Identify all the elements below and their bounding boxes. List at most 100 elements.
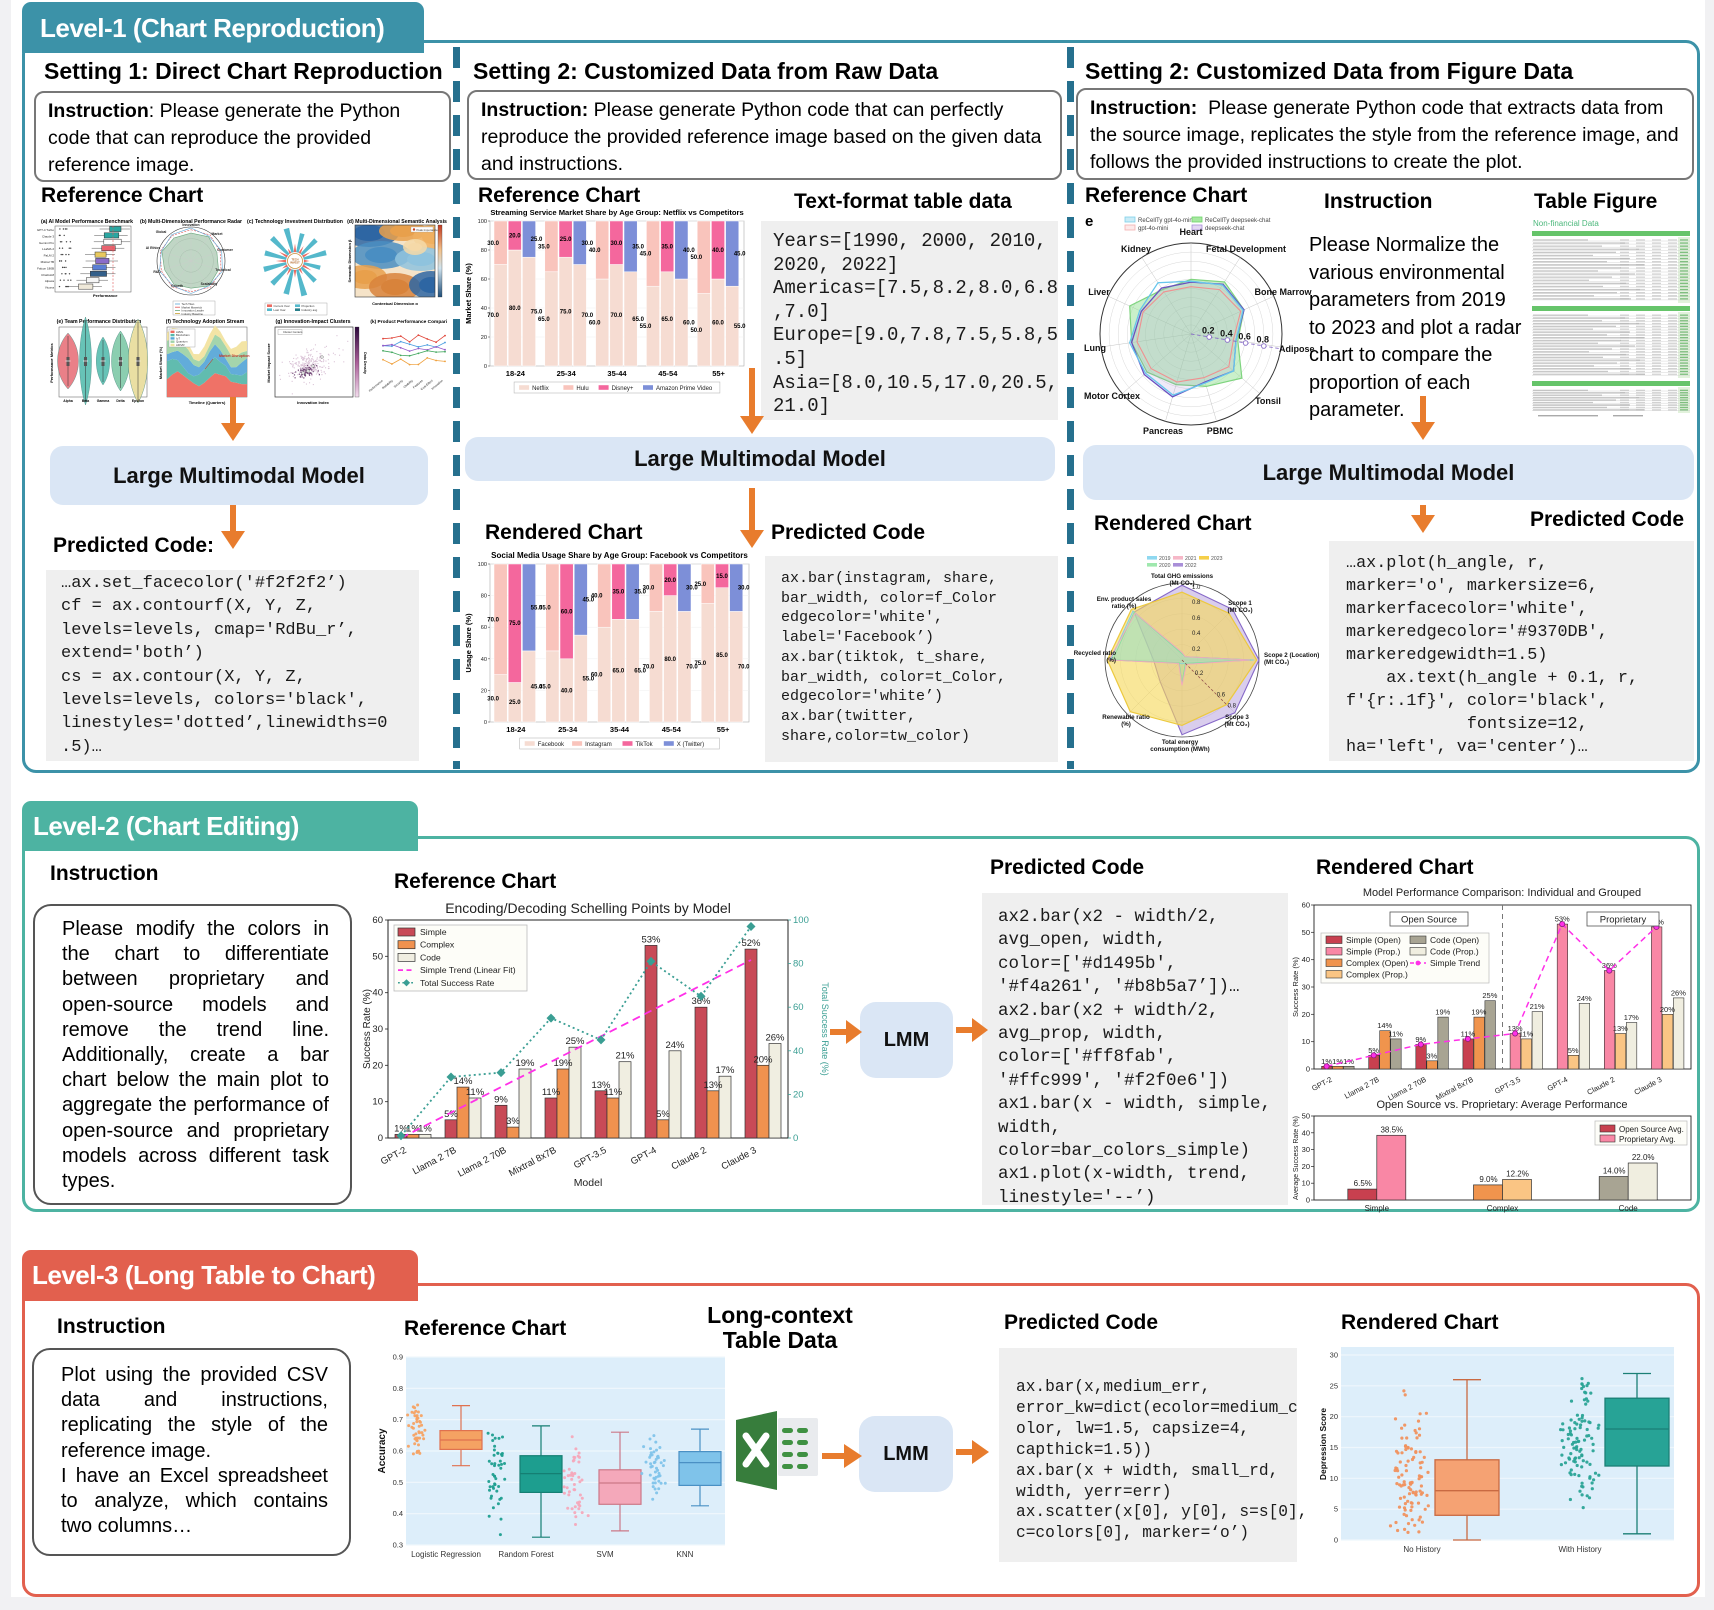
svg-text:1%: 1%: [418, 1123, 432, 1134]
svg-text:Llama 2 7B: Llama 2 7B: [1343, 1075, 1381, 1101]
svg-text:Facebook: Facebook: [538, 742, 565, 748]
svg-text:Market Disruption: Market Disruption: [219, 354, 250, 358]
svg-text:22.0%: 22.0%: [1632, 1153, 1655, 1162]
svg-text:30.0: 30.0: [686, 586, 698, 592]
svg-text:Model Performance Comparison:: Model Performance Comparison: Individual…: [1363, 887, 1641, 899]
svg-text:Code: Code: [1619, 1204, 1639, 1213]
svg-text:100: 100: [478, 562, 487, 568]
svg-text:SVM: SVM: [596, 1550, 614, 1559]
svg-text:70.0: 70.0: [487, 617, 499, 623]
svg-text:Netflix: Netflix: [532, 386, 549, 392]
svg-text:(%): (%): [1121, 721, 1131, 728]
svg-text:20%: 20%: [753, 1054, 773, 1065]
svg-text:60: 60: [372, 915, 383, 926]
svg-text:20: 20: [372, 1060, 383, 1071]
svg-text:60: 60: [481, 277, 487, 283]
svg-text:GPT-4 Turbo: GPT-4 Turbo: [37, 228, 55, 232]
svg-text:Disney+: Disney+: [612, 386, 634, 392]
svg-text:53%: 53%: [641, 934, 661, 945]
svg-text:(e) Team Performance Distribut: (e) Team Performance Distribution: [57, 319, 142, 325]
svg-text:Llama 2 7B: Llama 2 7B: [411, 1145, 459, 1177]
svg-text:20.0: 20.0: [664, 578, 676, 584]
svg-text:75.0: 75.0: [694, 661, 706, 667]
svg-text:14%: 14%: [1377, 1021, 1392, 1030]
svg-text:14%: 14%: [453, 1076, 473, 1087]
svg-text:1%: 1%: [1321, 1057, 1332, 1066]
svg-text:24%: 24%: [1577, 994, 1592, 1003]
svg-text:Industry avg: Industry avg: [302, 308, 318, 312]
svg-text:13%: 13%: [703, 1080, 723, 1091]
svg-text:0.4: 0.4: [393, 1509, 403, 1518]
svg-text:0.2: 0.2: [1192, 647, 1201, 653]
svg-text:20: 20: [481, 688, 487, 694]
svg-text:75.0: 75.0: [531, 310, 543, 316]
svg-text:45.0: 45.0: [531, 684, 543, 690]
svg-text:53%: 53%: [1555, 915, 1570, 924]
svg-text:40.0: 40.0: [589, 248, 601, 254]
svg-text:100: 100: [793, 915, 809, 926]
svg-text:0.4: 0.4: [1192, 631, 1201, 637]
svg-text:36%: 36%: [1602, 961, 1617, 970]
svg-text:50: 50: [1302, 1112, 1310, 1121]
svg-text:40.0: 40.0: [561, 688, 573, 694]
svg-text:LLaMA 2: LLaMA 2: [42, 247, 54, 251]
svg-text:14.0%: 14.0%: [1603, 1167, 1626, 1176]
svg-text:0.6: 0.6: [393, 1447, 403, 1456]
svg-text:25: 25: [1330, 1381, 1338, 1390]
svg-text:ratio (%): ratio (%): [1112, 603, 1137, 610]
svg-text:Llama 2 70B: Llama 2 70B: [456, 1145, 508, 1180]
svg-text:Total Success Rate (%): Total Success Rate (%): [820, 982, 830, 1076]
svg-text:20: 20: [793, 1089, 804, 1100]
svg-text:Claude 2: Claude 2: [1585, 1075, 1616, 1097]
svg-text:Claude 3: Claude 3: [1633, 1075, 1664, 1097]
svg-text:Claude 3: Claude 3: [42, 234, 54, 238]
svg-text:40: 40: [481, 657, 487, 663]
svg-text:Vicuna: Vicuna: [45, 286, 54, 290]
svg-text:Global: Global: [156, 230, 167, 234]
svg-text:45-54: 45-54: [658, 369, 678, 378]
svg-text:9%: 9%: [494, 1094, 508, 1105]
svg-text:0: 0: [1306, 1196, 1310, 1205]
svg-text:52%: 52%: [741, 938, 761, 949]
svg-text:0.6: 0.6: [1238, 332, 1251, 342]
svg-text:13%: 13%: [1613, 1024, 1628, 1033]
svg-text:85.0: 85.0: [716, 653, 728, 659]
svg-text:0.4: 0.4: [1220, 329, 1233, 339]
svg-text:Model: Model: [574, 1177, 603, 1189]
svg-text:40.0: 40.0: [683, 248, 695, 254]
svg-text:21%: 21%: [615, 1051, 635, 1062]
svg-text:5%: 5%: [1568, 1046, 1579, 1055]
svg-text:0: 0: [484, 720, 487, 726]
svg-text:(Mt CO₂): (Mt CO₂): [1169, 580, 1194, 587]
svg-text:5%: 5%: [444, 1109, 458, 1120]
svg-text:INVEST: INVEST: [290, 261, 300, 265]
svg-text:55.0: 55.0: [539, 605, 551, 611]
svg-text:11%: 11%: [1519, 1029, 1534, 1038]
svg-text:(b) Multi-Dimensional Performa: (b) Multi-Dimensional Performance Radar: [140, 219, 242, 225]
svg-text:Mixtral 8x7B: Mixtral 8x7B: [507, 1145, 558, 1179]
svg-text:Open Source: Open Source: [1401, 915, 1457, 926]
svg-text:Code (Prop.): Code (Prop.): [1430, 947, 1479, 957]
svg-text:Simple Trend: Simple Trend: [1430, 958, 1480, 968]
svg-text:Data Density: Data Density: [363, 352, 367, 374]
svg-text:55+: 55+: [717, 725, 730, 734]
svg-text:30.0: 30.0: [487, 241, 499, 247]
svg-text:Instagram: Instagram: [585, 742, 612, 748]
svg-text:3%: 3%: [506, 1116, 520, 1127]
svg-text:Open Source Avg.: Open Source Avg.: [1619, 1125, 1684, 1134]
svg-text:60.0: 60.0: [589, 321, 601, 327]
svg-text:45.0: 45.0: [640, 252, 652, 258]
svg-text:Simple Trend (Linear Fit): Simple Trend (Linear Fit): [420, 965, 516, 975]
svg-text:13%: 13%: [591, 1080, 611, 1091]
svg-text:10: 10: [372, 1097, 383, 1108]
svg-text:60: 60: [1302, 901, 1310, 910]
svg-text:25.0: 25.0: [560, 237, 572, 243]
svg-text:18-24: 18-24: [506, 369, 526, 378]
svg-text:60.0: 60.0: [712, 321, 724, 327]
svg-text:25-34: 25-34: [557, 369, 577, 378]
svg-text:65.0: 65.0: [632, 317, 644, 323]
svg-text:60: 60: [481, 625, 487, 631]
svg-text:GPT-2: GPT-2: [379, 1145, 408, 1168]
svg-text:2023: 2023: [1211, 556, 1223, 562]
svg-text:75.0: 75.0: [560, 310, 572, 316]
